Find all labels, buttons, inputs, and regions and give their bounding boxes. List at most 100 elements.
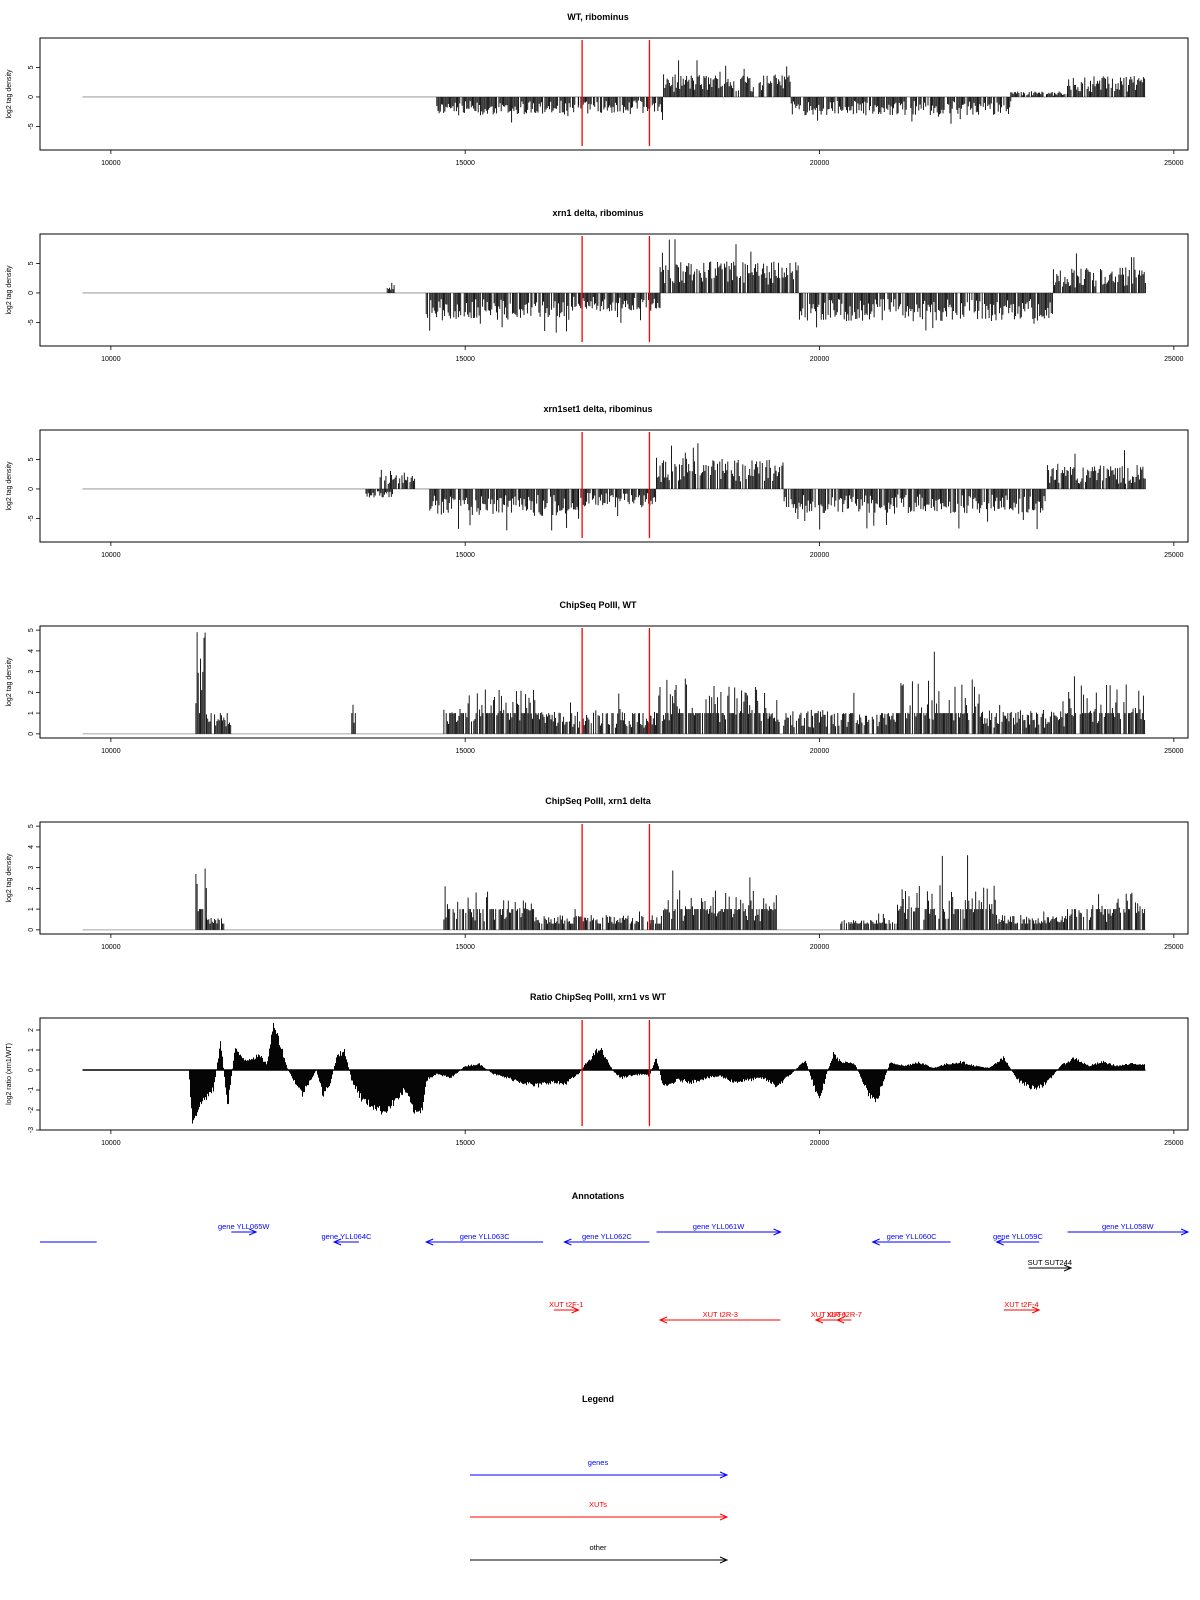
track-panel: xrn1set1 delta, ribominus log2 tag densit… bbox=[6, 404, 1189, 559]
plot-frame bbox=[39, 625, 1189, 739]
y-tick-label: 1 bbox=[28, 711, 35, 715]
x-tick-label: 15000 bbox=[455, 160, 475, 167]
arrow-right-icon bbox=[719, 1471, 729, 1479]
feature-label: gene YLL058W bbox=[1102, 1222, 1154, 1231]
y-tick-label: 0 bbox=[28, 95, 35, 99]
y-tick-label: 0 bbox=[28, 291, 35, 295]
x-tick-label: 15000 bbox=[455, 356, 475, 363]
y-tick-label: 0 bbox=[28, 487, 35, 491]
legend-item-label: genes bbox=[588, 1458, 609, 1467]
y-tick-label: 2 bbox=[28, 690, 35, 694]
annotation-feature: SUT SUT244 bbox=[1028, 1258, 1073, 1272]
x-tick-label: 10000 bbox=[101, 160, 121, 167]
y-tick-label: 0 bbox=[28, 928, 35, 932]
legend-item: genes bbox=[470, 1458, 729, 1479]
arrow-left-icon bbox=[871, 1238, 880, 1246]
plot-frame bbox=[39, 429, 1189, 543]
x-tick-label: 25000 bbox=[1164, 552, 1184, 559]
arrow-left-icon bbox=[563, 1238, 572, 1246]
arrow-left-icon bbox=[835, 1316, 845, 1324]
arrow-left-icon bbox=[332, 1238, 342, 1246]
plot-frame bbox=[39, 1017, 1189, 1131]
annotation-feature: gene YLL065W bbox=[218, 1222, 270, 1236]
panel-title: WT, ribominus bbox=[567, 12, 629, 22]
x-tick-label: 20000 bbox=[810, 1140, 830, 1147]
panel-title: ChipSeq PolII, xrn1 delta bbox=[545, 796, 652, 806]
y-tick-label: -1 bbox=[28, 1087, 35, 1093]
feature-label: gene YLL062C bbox=[582, 1232, 632, 1241]
feature-label: XUT t2F-4 bbox=[1004, 1300, 1038, 1309]
feature-label: gene YLL059C bbox=[993, 1232, 1043, 1241]
feature-label: gene YLL061W bbox=[693, 1222, 745, 1231]
legend-item: XUTs bbox=[470, 1500, 729, 1521]
y-axis-label: log2 tag density bbox=[6, 461, 13, 511]
x-tick-label: 15000 bbox=[455, 748, 475, 755]
x-tick-label: 10000 bbox=[101, 552, 121, 559]
annotation-feature: gene YLL058W bbox=[1067, 1222, 1190, 1236]
feature-label: gene YLL064C bbox=[322, 1232, 372, 1241]
arrow-right-icon bbox=[719, 1513, 729, 1521]
y-axis-label: log2 tag density bbox=[6, 265, 13, 315]
x-tick-label: 25000 bbox=[1164, 356, 1184, 363]
annotation-feature: gene YLL060C bbox=[871, 1232, 951, 1246]
annotation-feature: gene YLL063C bbox=[424, 1232, 544, 1246]
y-axis-label: log2 tag density bbox=[6, 69, 13, 119]
y-tick-label: 5 bbox=[28, 65, 35, 69]
feature-label: gene YLL060C bbox=[887, 1232, 937, 1241]
y-tick-label: 2 bbox=[28, 1028, 35, 1032]
y-tick-label: -2 bbox=[28, 1107, 35, 1113]
x-tick-label: 15000 bbox=[455, 1140, 475, 1147]
y-axis-label: log2 tag density bbox=[6, 657, 13, 707]
plot-frame bbox=[39, 37, 1189, 151]
y-tick-label: 2 bbox=[28, 886, 35, 890]
panel-title: xrn1set1 delta, ribominus bbox=[543, 404, 652, 414]
y-tick-label: 1 bbox=[28, 1048, 35, 1052]
x-tick-label: 25000 bbox=[1164, 944, 1184, 951]
track-panel: WT, ribominus log2 tag density 10000 15000 2… bbox=[6, 12, 1189, 167]
panel-title: Ratio ChipSeq PolII, xrn1 vs WT bbox=[530, 992, 667, 1002]
plot-frame bbox=[39, 233, 1189, 347]
arrow-right-icon bbox=[571, 1306, 580, 1314]
arrow-left-icon bbox=[424, 1238, 434, 1246]
arrow-right-icon bbox=[1180, 1228, 1190, 1236]
legend-title: Legend bbox=[582, 1394, 614, 1404]
feature-label: SUT SUT244 bbox=[1028, 1258, 1072, 1267]
y-tick-label: -5 bbox=[28, 515, 35, 521]
arrow-right-icon bbox=[1063, 1264, 1073, 1272]
annotation-feature: gene YLL064C bbox=[322, 1232, 372, 1246]
legend-item: other bbox=[470, 1543, 729, 1564]
x-tick-label: 20000 bbox=[810, 356, 830, 363]
feature-label: gene YLL065W bbox=[218, 1222, 270, 1231]
x-tick-label: 20000 bbox=[810, 552, 830, 559]
annotation-feature: gene YLL062C bbox=[563, 1232, 650, 1246]
feature-label: XUT t2R-3 bbox=[703, 1310, 738, 1319]
y-tick-label: 5 bbox=[28, 628, 35, 632]
panel-title: ChipSeq PolII, WT bbox=[560, 600, 637, 610]
x-tick-label: 10000 bbox=[101, 944, 121, 951]
annotation-feature: XUT t2F-4 bbox=[1003, 1300, 1041, 1314]
annotation-feature: XUT t2R-3 bbox=[658, 1310, 781, 1324]
x-tick-label: 20000 bbox=[810, 160, 830, 167]
y-tick-label: 4 bbox=[28, 649, 35, 653]
annotation-feature: gene YLL061W bbox=[656, 1222, 782, 1236]
feature-label: gene YLL063C bbox=[460, 1232, 510, 1241]
y-axis-label: log2 ratio (xrn1/WT) bbox=[6, 1043, 13, 1105]
x-tick-label: 25000 bbox=[1164, 1140, 1184, 1147]
x-tick-label: 25000 bbox=[1164, 748, 1184, 755]
feature-label: XUT t2R-6 bbox=[811, 1310, 846, 1319]
y-tick-label: 5 bbox=[28, 261, 35, 265]
plot-frame bbox=[39, 821, 1189, 935]
y-tick-label: 0 bbox=[28, 732, 35, 736]
y-tick-label: 1 bbox=[28, 907, 35, 911]
annotation-features: gene YLL065W gene YLL064C gene YLL063C gene… bbox=[40, 1222, 1190, 1324]
legend-items: genes XUTs other bbox=[470, 1458, 729, 1564]
y-tick-label: 5 bbox=[28, 457, 35, 461]
legend-panel: Legend genes XUTs other bbox=[470, 1394, 729, 1564]
panel-title: xrn1 delta, ribominus bbox=[552, 208, 643, 218]
arrow-right-icon bbox=[773, 1228, 782, 1236]
arrow-right-icon bbox=[1031, 1306, 1041, 1314]
y-tick-label: -5 bbox=[28, 123, 35, 129]
